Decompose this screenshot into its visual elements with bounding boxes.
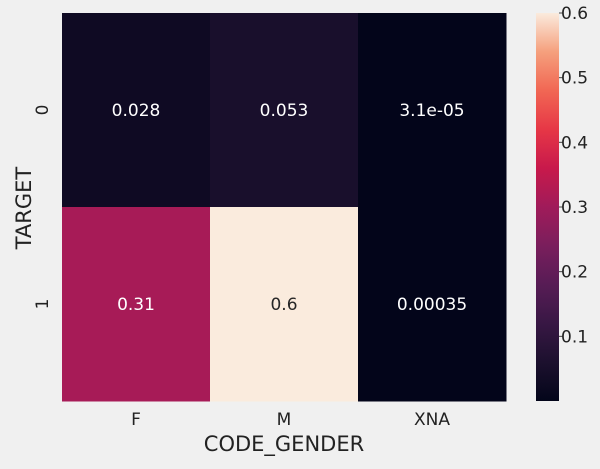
x-axis-title: CODE_GENDER [204,432,364,457]
heatmap-cells [62,13,507,402]
heatmap-cell-label: 3.1e-05 [399,101,464,121]
colorbar-tick-label: 0.6 [561,4,588,24]
heatmap-cell-0-M [210,13,359,208]
colorbar-tick-label: 0.4 [561,133,588,153]
x-tick-label: XNA [414,410,450,430]
heatmap-cell-0-XNA [358,13,507,208]
heatmap-cell-label: 0.028 [112,101,161,121]
y-tick-label: 1 [33,299,53,310]
colorbar-ticks: 0.1 0.2 0.3 0.4 0.5 0.6 [559,4,588,347]
heatmap-cell-1-XNA [358,207,507,402]
x-axis-ticks: F M XNA [131,410,450,430]
y-axis-title: TARGET [12,167,36,251]
heatmap-cell-label: 0.31 [117,295,155,315]
x-tick-label: F [131,410,141,430]
heatmap-cell-label: 0.00035 [397,295,467,315]
heatmap-cell-0-F [62,13,211,208]
colorbar-tick-label: 0.2 [561,263,588,283]
colorbar-tick-label: 0.1 [561,327,588,347]
heatmap-cell-1-M [210,207,359,402]
y-axis-ticks: 01 [33,105,53,310]
heatmap-cell-labels: 0.028 0.053 3.1e-05 0.31 0.6 0.00035 [112,101,467,315]
heatmap-cell-label: 0.6 [270,295,297,315]
x-tick-label: M [277,410,292,430]
heatmap-cell-label: 0.053 [260,101,309,121]
colorbar-tick-label: 0.5 [561,69,588,89]
colorbar-tick-label: 0.3 [561,198,588,218]
heatmap-cell-1-F [62,207,211,402]
y-tick-label: 0 [33,105,53,116]
colorbar [536,13,559,401]
